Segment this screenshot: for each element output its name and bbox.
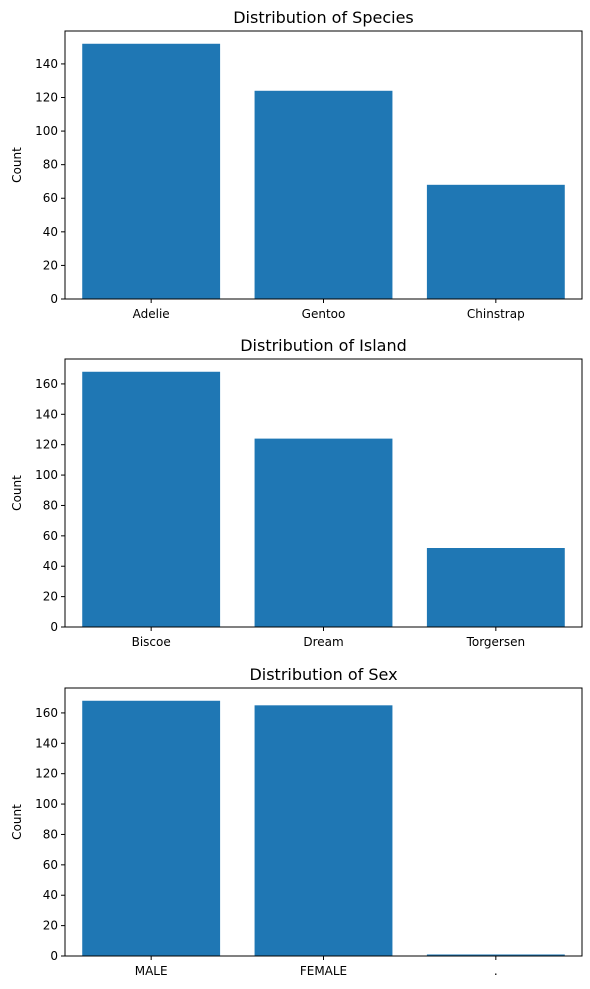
x-tick-label: Biscoe — [132, 635, 171, 649]
y-tick-label: 140 — [35, 407, 58, 421]
y-tick-label: 60 — [43, 191, 58, 205]
x-tick-label: MALE — [135, 964, 168, 978]
y-tick-label: 80 — [43, 827, 58, 841]
y-tick-label: 0 — [50, 949, 58, 963]
y-axis-label: Count — [10, 475, 24, 511]
chart-title: Distribution of Species — [233, 8, 414, 27]
x-tick-label: . — [494, 964, 498, 978]
bar — [254, 90, 393, 299]
bar — [254, 705, 393, 956]
y-tick-label: 100 — [35, 797, 58, 811]
y-tick-label: 0 — [50, 292, 58, 306]
x-tick-label: Chinstrap — [467, 307, 525, 321]
y-tick-label: 60 — [43, 529, 58, 543]
y-tick-label: 60 — [43, 858, 58, 872]
y-tick-label: 40 — [43, 888, 58, 902]
y-tick-label: 80 — [43, 498, 58, 512]
y-tick-label: 140 — [35, 57, 58, 71]
y-tick-label: 120 — [35, 438, 58, 452]
y-tick-label: 40 — [43, 225, 58, 239]
x-tick-label: Adelie — [133, 307, 170, 321]
y-tick-label: 20 — [43, 919, 58, 933]
y-tick-label: 140 — [35, 736, 58, 750]
chart-2: 0 20 40 60 80 100 120 140 160 MALE FEMALE . Distribu… — [10, 665, 583, 978]
bar — [426, 954, 565, 956]
x-tick-label: Torgersen — [466, 635, 526, 649]
y-tick-label: 100 — [35, 124, 58, 138]
chart-title: Distribution of Island — [240, 336, 407, 355]
bar — [82, 700, 221, 956]
y-tick-label: 80 — [43, 158, 58, 172]
bar — [254, 438, 393, 627]
y-tick-label: 100 — [35, 468, 58, 482]
chart-1: 0 20 40 60 80 100 120 140 160 Biscoe Dream Torgerse… — [10, 336, 583, 649]
x-tick-label: Gentoo — [302, 307, 346, 321]
y-tick-label: 120 — [35, 90, 58, 104]
y-tick-label: 40 — [43, 559, 58, 573]
y-axis-label: Count — [10, 147, 24, 183]
y-tick-label: 120 — [35, 767, 58, 781]
chart-0: 0 20 40 60 80 100 120 140 Adelie Gentoo Chinstrap D… — [10, 8, 583, 321]
y-tick-label: 20 — [43, 258, 58, 272]
y-axis-label: Count — [10, 804, 24, 840]
chart-title: Distribution of Sex — [249, 665, 397, 684]
bar — [82, 43, 221, 300]
y-tick-label: 0 — [50, 620, 58, 634]
x-tick-label: FEMALE — [300, 964, 347, 978]
y-tick-label: 20 — [43, 590, 58, 604]
bar — [426, 184, 565, 299]
bar — [82, 371, 221, 627]
y-tick-label: 160 — [35, 706, 58, 720]
x-tick-label: Dream — [303, 635, 343, 649]
bar — [426, 548, 565, 627]
y-tick-label: 160 — [35, 377, 58, 391]
